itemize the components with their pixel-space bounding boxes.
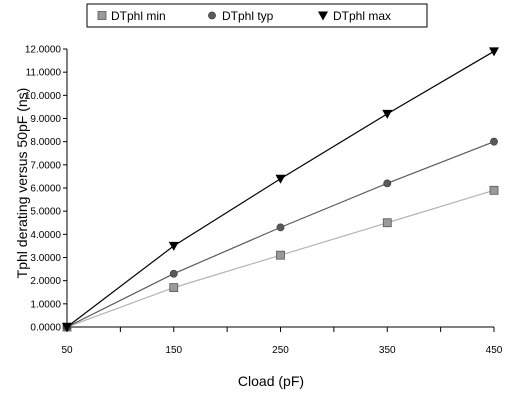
y-tick-label: 10.0000 [25,91,62,102]
data-point [169,283,179,293]
series-layer [62,47,499,332]
axes: 0.0000 1.0000 2.0000 3.0000 4.0000 5.0000 6.00… [25,45,503,357]
data-point [276,223,285,232]
legend-label: DTphl max [333,9,391,23]
legend-label: DTphl typ [222,9,274,23]
y-tick-label: 8.0000 [30,137,61,148]
data-point [168,241,179,251]
y-tick-label: 12.0000 [25,45,62,56]
data-point [275,174,286,184]
legend-marker [318,11,328,21]
series-line [66,50,495,328]
data-point [489,47,499,57]
x-tick-label: 150 [165,345,182,356]
y-tick-label: 5.0000 [30,207,61,218]
series-line [66,141,495,328]
series-2 [63,137,498,331]
x-tick-label: 250 [272,345,289,356]
data-point [382,109,393,119]
y-tick-label: 11.0000 [26,68,62,79]
data-point [62,323,72,332]
data-point [169,269,178,278]
legend-box [86,3,428,28]
y-tick-label: 6.0000 [30,184,61,195]
y-axis-title: Tphl derating versus 50pF (ns) [14,88,30,279]
series-3 [62,47,499,332]
x-tick-label: 50 [61,345,73,356]
x-tick-label: 350 [379,345,396,356]
x-tick-label: 450 [486,345,503,356]
data-point [382,218,392,228]
y-tick-label: 1.0000 [30,299,61,310]
y-tick-label: 2.0000 [30,276,61,287]
data-point [490,137,498,146]
y-tick-label: 3.0000 [30,253,61,264]
y-tick-label: 4.0000 [30,230,61,241]
x-axis-title: Cload (pF) [238,373,304,389]
y-tick-label: 0.0000 [30,323,61,334]
legend-marker [208,11,216,20]
data-point [276,250,285,260]
legend-marker [97,11,107,20]
data-point [383,179,392,188]
y-tick-label: 9.0000 [30,114,61,125]
data-point [489,185,499,195]
y-tick-label: 7.0000 [30,160,61,171]
series-1 [62,185,499,332]
legend: DTphl min DTphl typ DTphl max [86,3,428,28]
legend-label: DTphl min [111,9,166,23]
